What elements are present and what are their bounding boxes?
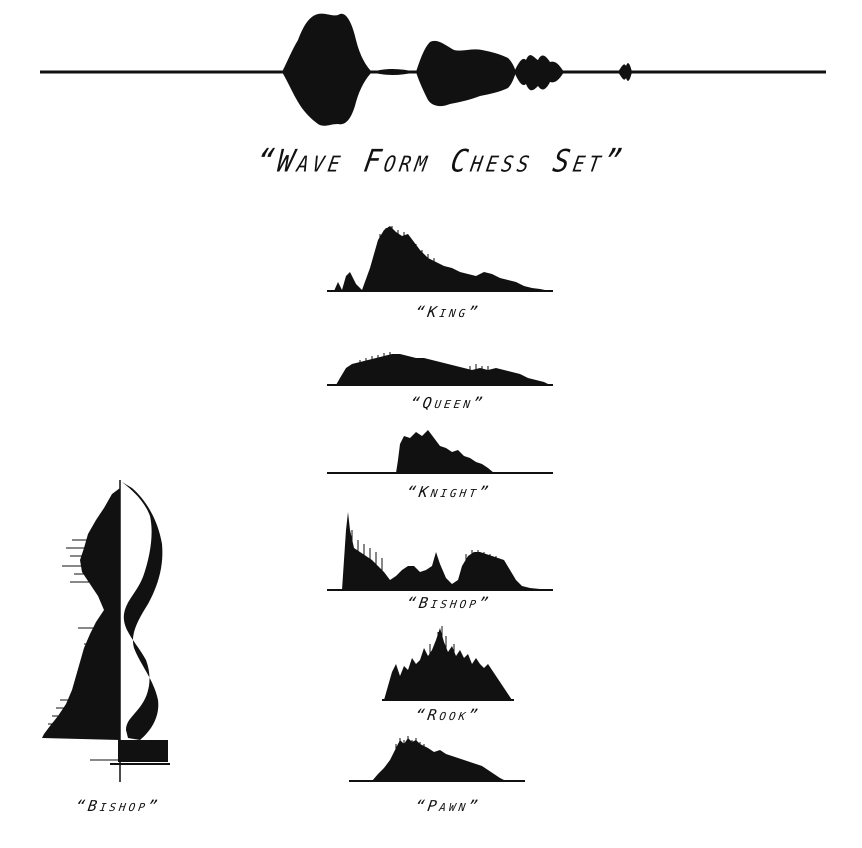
main-waveform	[40, 13, 826, 126]
sculpture-label: “Bishop”	[74, 797, 162, 815]
